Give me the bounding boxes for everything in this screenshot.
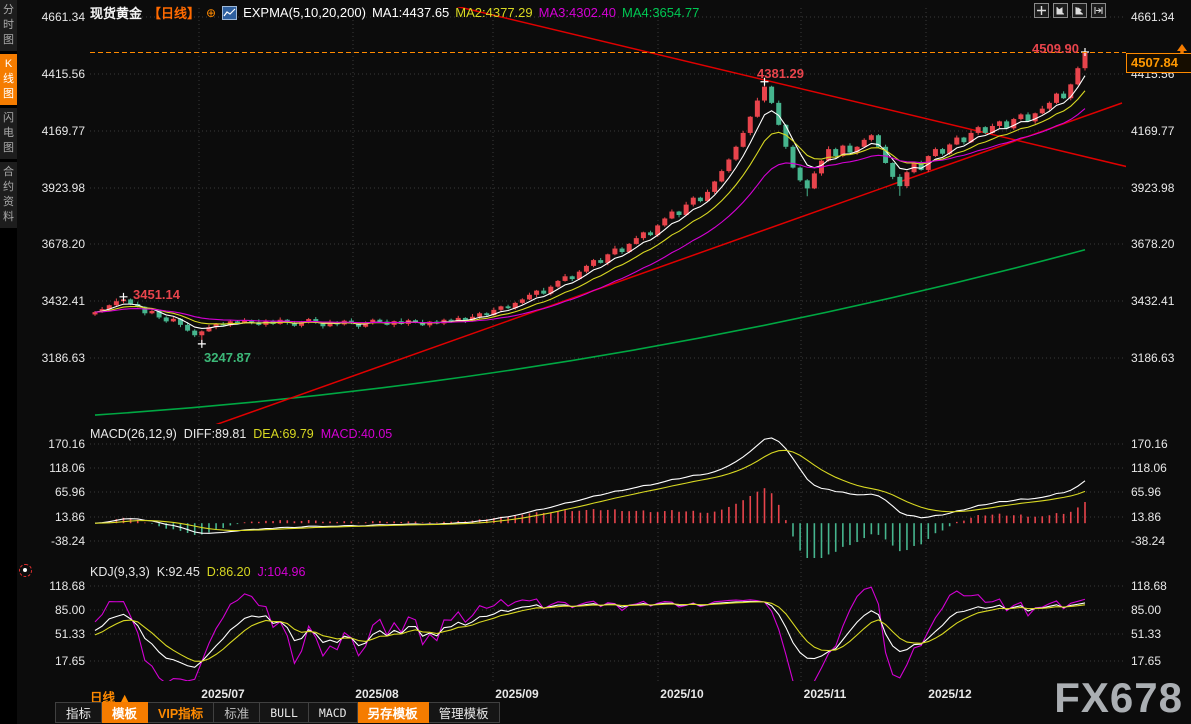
kdj-j-value: J:104.96: [257, 565, 306, 579]
alert-icon[interactable]: [19, 564, 32, 577]
price-axis-label-right-3: 3923.98: [1131, 181, 1175, 195]
x-axis-month-4: 2025/10: [660, 687, 704, 701]
symbol-name: 现货黄金: [90, 6, 143, 21]
period-label[interactable]: 日线 ▲: [90, 691, 131, 705]
toolbar-tab-7[interactable]: 另存模板: [357, 702, 429, 723]
compress-left-icon[interactable]: [1053, 3, 1068, 18]
fx678-watermark: FX678: [1054, 674, 1183, 721]
toolbar-tab-8[interactable]: 管理模板: [428, 702, 500, 723]
price-annotation-4509.90: 4509.90: [1032, 41, 1079, 56]
x-axis-month-2: 2025/08: [355, 687, 399, 701]
move-crosshair-icon[interactable]: [1034, 3, 1049, 18]
macd-axis-label-left-0: 170.16: [48, 437, 85, 451]
macd-dea-value: DEA:69.79: [253, 427, 314, 441]
shift-right-icon[interactable]: [1091, 3, 1106, 18]
macd-axis-label-right-0: 170.16: [1131, 437, 1168, 451]
ma1-value: MA1:4437.65: [371, 5, 450, 20]
price-axis-label-right-2: 4169.77: [1131, 124, 1175, 138]
kdj-axis-label-right-2: 51.33: [1131, 627, 1162, 641]
macd-axis-label-left-1: 118.06: [49, 461, 85, 475]
toolbar-tab-1[interactable]: 指标: [55, 702, 103, 723]
sidebar-tab-4[interactable]: 合约资料: [0, 162, 17, 228]
macd-axis-label-left-2: 65.96: [54, 485, 85, 499]
macd-diff-value: DIFF:89.81: [183, 427, 247, 441]
ma4-value: MA4:3654.77: [621, 5, 700, 20]
macd-axis-label-left-4: -38.24: [50, 534, 85, 548]
x-axis-month-1: 2025/07: [201, 687, 245, 701]
price-axis-label-right-0: 4661.34: [1131, 10, 1175, 24]
kdj-axis-label-right-3: 17.65: [1131, 654, 1162, 668]
ma2-value: MA2:4377.29: [455, 5, 533, 20]
macd-axis-label-right-2: 65.96: [1131, 485, 1162, 499]
x-axis-month-3: 2025/09: [495, 687, 539, 701]
price-axis-label-right-6: 3186.63: [1131, 351, 1175, 365]
toolbar-tab-6[interactable]: MACD: [308, 702, 358, 723]
kdj-axis-label-left-2: 51.33: [54, 627, 85, 641]
kdj-axis-label-left-1: 85.00: [54, 603, 85, 617]
chart-tools: [1034, 3, 1106, 18]
price-axis-label-left-3: 3923.98: [41, 181, 85, 195]
period-dropdown-arrow: ▲: [118, 691, 131, 705]
price-annotation-3247.87: 3247.87: [204, 350, 251, 365]
price-annotation-3451.14: 3451.14: [133, 287, 180, 302]
price-axis-label-left-2: 4169.77: [41, 124, 85, 138]
price-axis-label-left-4: 3678.20: [41, 237, 85, 251]
sidebar-tab-3[interactable]: 闪电图: [0, 108, 17, 159]
kdj-axis-label-left-3: 17.65: [54, 654, 85, 668]
price-axis-label-right-4: 3678.20: [1131, 237, 1175, 251]
macd-macd-value: MACD:40.05: [320, 427, 393, 441]
kdj-axis-label-left-0: 118.68: [49, 579, 85, 593]
macd-axis-label-right-3: 13.86: [1131, 510, 1162, 524]
expma-chart-icon[interactable]: [222, 5, 238, 20]
ma3-value: MA3:4302.40: [538, 5, 616, 20]
toolbar-tab-2[interactable]: 模板: [102, 702, 149, 723]
toolbar-tab-3[interactable]: VIP指标: [148, 702, 215, 723]
kdj-panel-header: KDJ(9,3,3) K:92.45 D:86.20 J:104.96: [90, 565, 305, 579]
add-indicator-icon[interactable]: ⊕: [206, 5, 217, 20]
period-tag[interactable]: 【日线】: [148, 6, 201, 21]
macd-axis-label-right-4: -38.24: [1131, 534, 1166, 548]
price-axis-label-left-1: 4415.56: [41, 67, 85, 81]
x-axis-month-6: 2025/12: [928, 687, 972, 701]
price-axis-label-left-5: 3432.41: [41, 294, 85, 308]
sidebar-tab-1[interactable]: 分时图: [0, 0, 17, 51]
toolbar-tab-5[interactable]: BULL: [260, 702, 309, 723]
kdj-d-value: D:86.20: [206, 565, 251, 579]
indicator-name[interactable]: EXPMA(5,10,20,200): [243, 5, 366, 20]
price-axis-label-right-5: 3432.41: [1131, 294, 1175, 308]
kdj-k-value: K:92.45: [156, 565, 200, 579]
current-price-box: 4507.84: [1126, 53, 1191, 73]
toolbar-tab-4[interactable]: 标准: [214, 702, 261, 723]
price-axis-label-left-6: 3186.63: [41, 351, 85, 365]
price-axis-label-left-0: 4661.34: [41, 10, 85, 24]
macd-axis-label-left-3: 13.86: [54, 510, 85, 524]
kdj-axis-label-right-1: 85.00: [1131, 603, 1162, 617]
macd-panel-header: MACD(26,12,9) DIFF:89.81 DEA:69.79 MACD:…: [90, 427, 392, 441]
macd-axis-label-right-1: 118.06: [1131, 461, 1167, 475]
chart-header: 现货黄金 【日线】 ⊕ EXPMA(5,10,20,200) MA1:4437.…: [90, 3, 699, 22]
price-annotation-4381.29: 4381.29: [757, 66, 804, 81]
compress-right-icon[interactable]: [1072, 3, 1087, 18]
macd-title[interactable]: MACD(26,12,9): [90, 427, 177, 441]
kdj-axis-label-right-0: 118.68: [1131, 579, 1167, 593]
kdj-title[interactable]: KDJ(9,3,3): [90, 565, 150, 579]
bottom-toolbar: 指标 模板 VIP指标 标准 BULL MACD 另存模板 管理模板: [55, 702, 500, 723]
x-axis-month-5: 2025/11: [803, 687, 847, 701]
